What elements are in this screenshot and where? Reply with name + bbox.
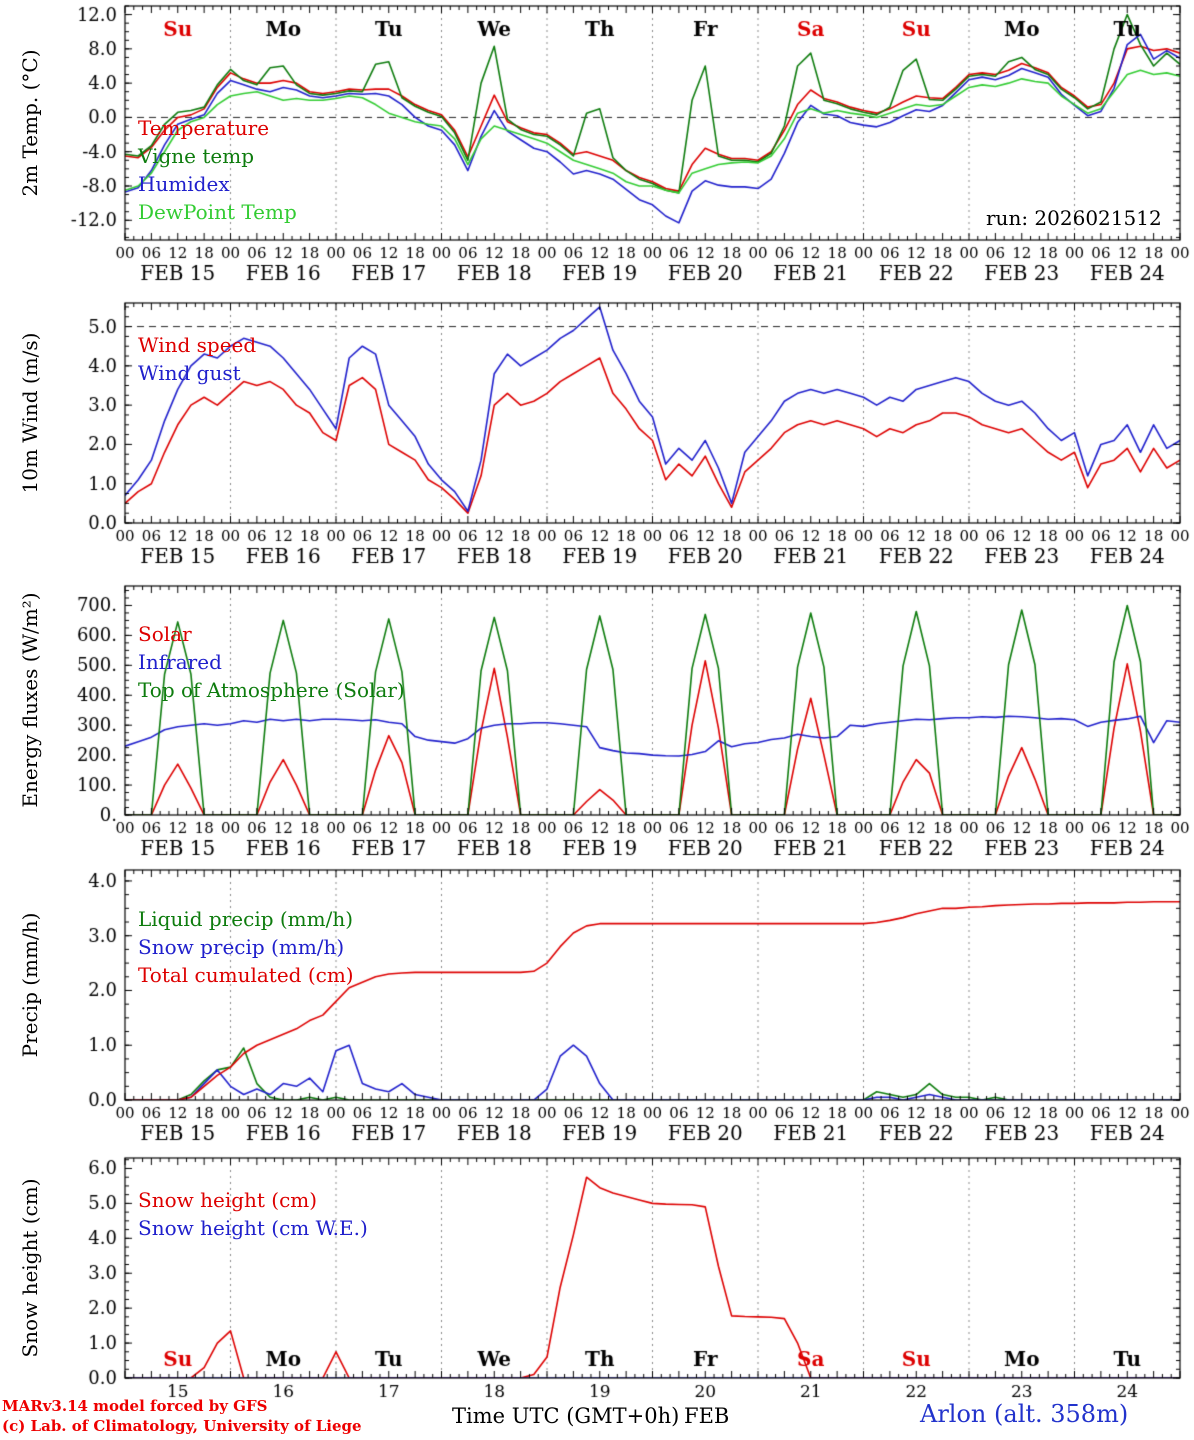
legend-item-snow-height: Snow height (cm) [138, 1188, 318, 1212]
legend-item-vigne-temp: Vigne temp [138, 144, 255, 168]
model-credit: MARv3.14 model forced by GFS (c) Lab. of… [2, 1396, 362, 1436]
y-axis-title-precip: Precip (mm/h) [18, 912, 42, 1058]
legend-item-total-cumulated: Total cumulated (cm) [138, 963, 354, 987]
model-credit-line2: (c) Lab. of Climatology, University of L… [2, 1417, 362, 1435]
legend-item-infrared: Infrared [138, 650, 222, 674]
legend-item-wind-gust: Wind gust [138, 361, 241, 385]
legend-item-humidex: Humidex [138, 172, 230, 196]
station-label: Arlon (alt. 358m) [920, 1400, 1129, 1428]
legend-item-liquid-precip: Liquid precip (mm/h) [138, 907, 354, 931]
y-axis-title-wind: 10m Wind (m/s) [18, 332, 42, 494]
y-axis-title-snow: Snow height (cm) [18, 1178, 42, 1358]
legend-item-temperature: Temperature [138, 116, 270, 140]
legend-item-snow-precip: Snow precip (mm/h) [138, 935, 345, 959]
model-credit-line1: MARv3.14 model forced by GFS [2, 1397, 268, 1415]
y-axis-title-energy: Energy fluxes (W/m²) [18, 592, 42, 808]
y-axis-title-temperature: 2m Temp. (°C) [18, 49, 42, 197]
x-axis-title: Time UTC (GMT+0h) [452, 1404, 680, 1428]
legend-temperature: Temperature Vigne temp Humidex DewPoint … [138, 114, 297, 226]
legend-item-wind-speed: Wind speed [138, 333, 257, 357]
legend-item-solar: Solar [138, 622, 192, 646]
legend-precip: Liquid precip (mm/h) Snow precip (mm/h) … [138, 905, 354, 989]
legend-item-toa: Top of Atmosphere (Solar) [138, 678, 405, 702]
legend-energy: Solar Infrared Top of Atmosphere (Solar) [138, 620, 405, 704]
legend-item-dewpoint: DewPoint Temp [138, 200, 297, 224]
month-label: FEB [684, 1404, 730, 1428]
legend-snow: Snow height (cm) Snow height (cm W.E.) [138, 1186, 368, 1242]
legend-wind: Wind speed Wind gust [138, 331, 256, 387]
run-label: run: 2026021512 [986, 206, 1162, 230]
legend-item-snow-height-we: Snow height (cm W.E.) [138, 1216, 368, 1240]
